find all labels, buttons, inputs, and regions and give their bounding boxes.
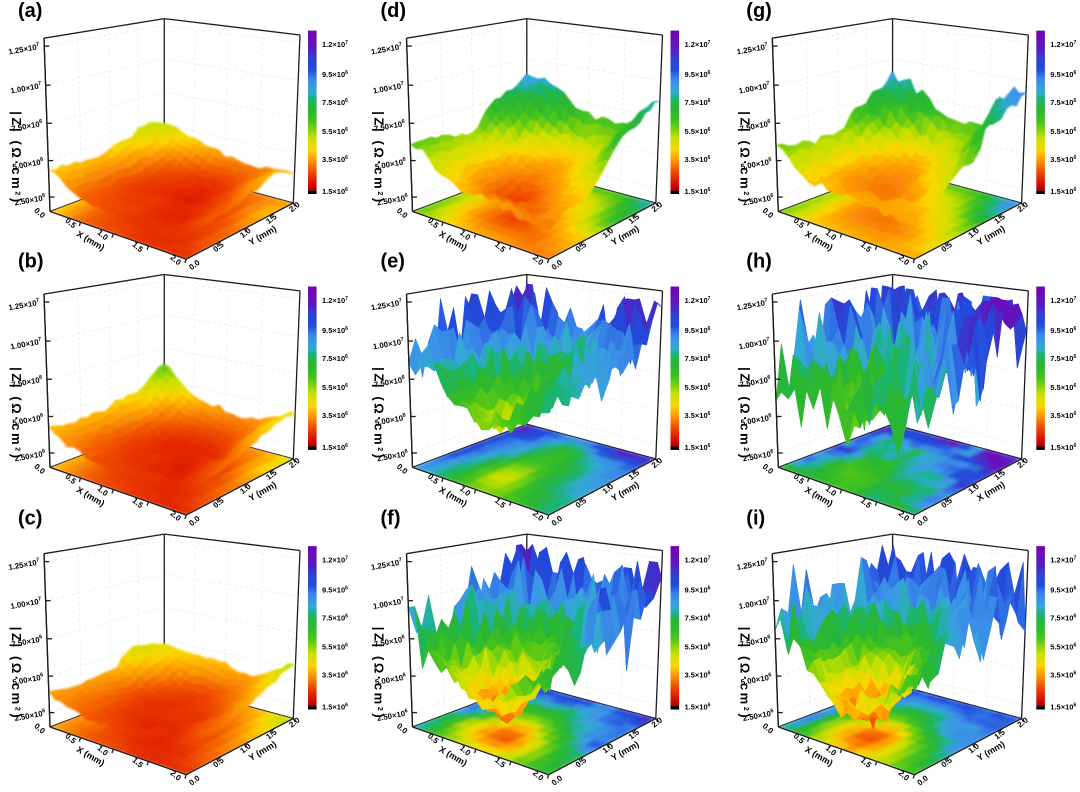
svg-text:9.5×106: 9.5×106 [685, 70, 711, 79]
svg-text:9.5×106: 9.5×106 [1050, 586, 1076, 595]
svg-text:3.5×106: 3.5×106 [322, 671, 348, 680]
svg-text:3.5×106: 3.5×106 [685, 411, 711, 420]
svg-text:1.5×106: 1.5×106 [1050, 703, 1076, 712]
svg-text:7.5×106: 7.5×106 [322, 614, 348, 623]
svg-text:1.5×106: 1.5×106 [1050, 443, 1076, 452]
svg-text:|Z| (Ω·cm2): |Z| (Ω·cm2) [372, 367, 387, 461]
svg-text:9.5×106: 9.5×106 [322, 70, 348, 79]
svg-text:5.5×106: 5.5×106 [322, 383, 348, 392]
svg-text:3.5×106: 3.5×106 [685, 671, 711, 680]
svg-text:9.5×106: 9.5×106 [322, 586, 348, 595]
svg-text:5.5×106: 5.5×106 [1050, 127, 1076, 136]
svg-text:1.5×106: 1.5×106 [322, 443, 348, 452]
svg-text:1.2×107: 1.2×107 [322, 40, 348, 49]
svg-text:7.5×106: 7.5×106 [1050, 98, 1076, 107]
svg-text:1.5×106: 1.5×106 [1050, 187, 1076, 196]
svg-text:5.5×106: 5.5×106 [685, 127, 711, 136]
svg-text:9.5×106: 9.5×106 [1050, 70, 1076, 79]
svg-text:5.5×106: 5.5×106 [685, 383, 711, 392]
svg-text:9.5×106: 9.5×106 [1050, 326, 1076, 335]
svg-text:1.2×107: 1.2×107 [1050, 40, 1076, 49]
svg-text:1.2×107: 1.2×107 [685, 40, 711, 49]
svg-text:1.5×106: 1.5×106 [685, 187, 711, 196]
svg-text:9.5×106: 9.5×106 [685, 586, 711, 595]
svg-text:(e): (e) [381, 250, 405, 272]
svg-text:7.5×106: 7.5×106 [1050, 354, 1076, 363]
svg-text:|Z| (Ω·cm2): |Z| (Ω·cm2) [9, 111, 24, 205]
svg-text:3.5×106: 3.5×106 [322, 155, 348, 164]
svg-text:7.5×106: 7.5×106 [322, 98, 348, 107]
svg-text:(c): (c) [18, 508, 42, 530]
svg-text:|Z| (Ω·cm2): |Z| (Ω·cm2) [372, 627, 387, 721]
svg-text:(h): (h) [746, 250, 772, 272]
svg-text:5.5×106: 5.5×106 [322, 643, 348, 652]
svg-text:1.2×107: 1.2×107 [1050, 296, 1076, 305]
svg-text:|Z| (Ω·cm2): |Z| (Ω·cm2) [737, 367, 752, 461]
svg-text:|Z| (Ω·cm2): |Z| (Ω·cm2) [737, 111, 752, 205]
svg-text:(i): (i) [746, 508, 765, 530]
svg-text:7.5×106: 7.5×106 [685, 98, 711, 107]
svg-text:(g): (g) [746, 0, 772, 22]
svg-text:1.2×107: 1.2×107 [685, 296, 711, 305]
svg-text:3.5×106: 3.5×106 [685, 155, 711, 164]
svg-text:7.5×106: 7.5×106 [1050, 614, 1076, 623]
svg-text:5.5×106: 5.5×106 [685, 643, 711, 652]
svg-text:7.5×106: 7.5×106 [322, 354, 348, 363]
svg-text:(f): (f) [381, 508, 401, 530]
svg-text:5.5×106: 5.5×106 [1050, 383, 1076, 392]
svg-text:(a): (a) [18, 0, 42, 22]
svg-text:(d): (d) [381, 0, 407, 22]
svg-text:1.2×107: 1.2×107 [322, 556, 348, 565]
svg-text:5.5×106: 5.5×106 [1050, 643, 1076, 652]
svg-text:9.5×106: 9.5×106 [685, 326, 711, 335]
svg-text:9.5×106: 9.5×106 [322, 326, 348, 335]
svg-text:7.5×106: 7.5×106 [685, 354, 711, 363]
svg-text:3.5×106: 3.5×106 [1050, 155, 1076, 164]
svg-text:3.5×106: 3.5×106 [322, 411, 348, 420]
svg-text:|Z| (Ω·cm2): |Z| (Ω·cm2) [9, 367, 24, 461]
svg-text:1.5×106: 1.5×106 [685, 703, 711, 712]
svg-text:5.5×106: 5.5×106 [322, 127, 348, 136]
svg-text:1.5×106: 1.5×106 [685, 443, 711, 452]
svg-text:(b): (b) [18, 250, 44, 272]
svg-text:3.5×106: 3.5×106 [1050, 671, 1076, 680]
svg-text:3.5×106: 3.5×106 [1050, 411, 1076, 420]
svg-text:|Z| (Ω·cm2): |Z| (Ω·cm2) [372, 111, 387, 205]
svg-text:|Z| (Ω·cm2): |Z| (Ω·cm2) [9, 627, 24, 721]
svg-text:1.2×107: 1.2×107 [322, 296, 348, 305]
svg-text:1.2×107: 1.2×107 [685, 556, 711, 565]
svg-text:|Z| (Ω·cm2): |Z| (Ω·cm2) [737, 627, 752, 721]
svg-text:1.2×107: 1.2×107 [1050, 556, 1076, 565]
svg-text:1.5×106: 1.5×106 [322, 187, 348, 196]
svg-text:7.5×106: 7.5×106 [685, 614, 711, 623]
svg-text:1.5×106: 1.5×106 [322, 703, 348, 712]
